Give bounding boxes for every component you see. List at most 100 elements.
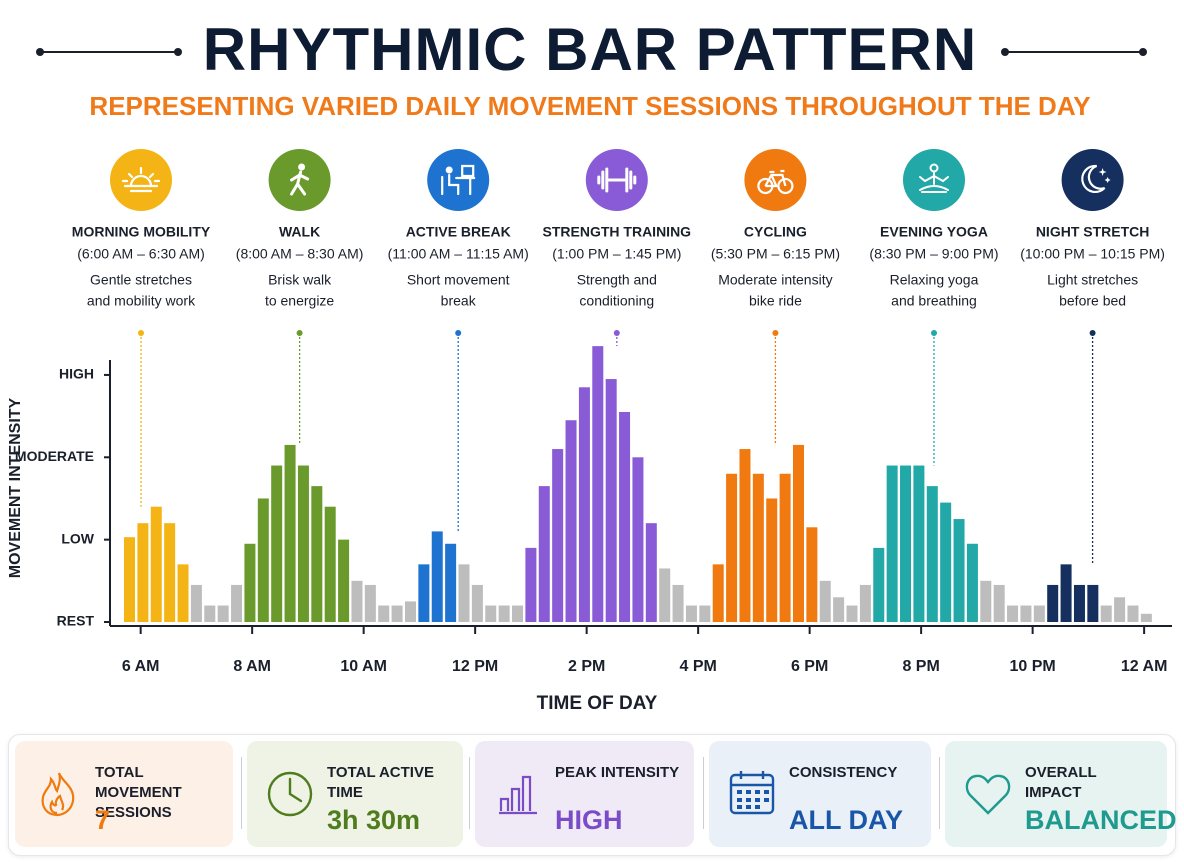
stat-icon: [41, 772, 75, 817]
stat-value: 3h 30m: [327, 805, 421, 835]
bar: [137, 523, 149, 622]
y-tick-label: REST: [57, 613, 95, 629]
session-name: WALK: [279, 224, 320, 240]
x-tick-label: 8 AM: [233, 658, 271, 675]
bar: [632, 457, 644, 622]
session-marker-dot: [1089, 330, 1096, 336]
session-description: and breathing: [891, 293, 977, 309]
session-time: (5:30 PM – 6:15 PM): [711, 246, 840, 262]
stat-label: CONSISTENCY: [789, 764, 898, 781]
session-description: to energize: [265, 293, 334, 309]
bar: [833, 597, 845, 622]
bar: [190, 584, 202, 622]
bar: [244, 543, 256, 622]
chart: RHYTHMIC BAR PATTERN REPRESENTING VARIED…: [7, 16, 1172, 714]
bar: [338, 539, 350, 622]
stat-label: PEAK INTENSITY: [555, 764, 680, 781]
session-description: and mobility work: [87, 293, 196, 309]
stat-icon: [499, 775, 537, 815]
y-tick-label: MODERATE: [15, 448, 94, 464]
bar: [1100, 605, 1112, 622]
session-marker-dot: [772, 330, 779, 336]
bar: [980, 580, 992, 622]
bar: [284, 444, 296, 622]
bar: [391, 605, 403, 622]
session-icon: [597, 167, 637, 193]
bar: [471, 584, 483, 622]
x-tick-label: 2 PM: [568, 658, 605, 675]
bar: [445, 543, 457, 622]
bar: [712, 564, 724, 622]
bar: [846, 605, 858, 622]
bar: [324, 506, 336, 622]
session-icon: [290, 163, 310, 196]
session-time: (6:00 AM – 6:30 AM): [77, 246, 205, 262]
bar: [525, 547, 537, 622]
bar: [592, 346, 604, 622]
bar: [217, 605, 229, 622]
session-description: Gentle stretches: [90, 272, 192, 288]
x-axis-label: TIME OF DAY: [537, 693, 658, 714]
session-time: (10:00 PM – 10:15 PM): [1020, 246, 1165, 262]
bar: [993, 584, 1005, 622]
session-icon: [919, 163, 949, 193]
session-name: MORNING MOBILITY: [72, 224, 211, 240]
bar: [164, 523, 176, 622]
bar: [538, 486, 550, 622]
y-tick-label: LOW: [61, 530, 94, 546]
stat-icon: [267, 771, 313, 817]
x-tick-label: 6 PM: [791, 658, 828, 675]
card-separator: [469, 757, 470, 829]
bar: [498, 605, 510, 622]
stat-value: ALL DAY: [789, 805, 904, 835]
stat-icon: [965, 774, 1011, 815]
bar: [1033, 605, 1045, 622]
session-description: Moderate intensity: [718, 272, 832, 288]
stat-value: BALANCED: [1025, 805, 1177, 835]
session-icon-bg: [1061, 149, 1124, 211]
bar: [672, 584, 684, 622]
bar: [859, 584, 871, 622]
session-description: Brisk walk: [268, 272, 332, 288]
bar: [1114, 597, 1126, 622]
bar: [752, 473, 764, 622]
session-icon-bg: [744, 149, 807, 211]
bar: [378, 605, 390, 622]
stat-label: TOTAL ACTIVE TIME: [327, 764, 434, 801]
chart-subtitle: REPRESENTING VARIED DAILY MOVEMENT SESSI…: [89, 91, 1090, 121]
bar: [271, 465, 283, 622]
stat-value: HIGH: [555, 805, 623, 835]
bar: [485, 605, 497, 622]
session-description: Strength and: [577, 272, 657, 288]
stat-label: OVERALL IMPACT: [1025, 764, 1097, 801]
stat-label: TOTAL MOVEMENT SESSIONS: [95, 764, 182, 821]
bar: [1007, 605, 1019, 622]
session-description: break: [441, 293, 477, 309]
stats-panel: TOTAL MOVEMENT SESSIONS 7 TOTAL ACTIVE TIM…: [8, 734, 1177, 856]
stat-card: TOTAL MOVEMENT SESSIONS 7: [15, 741, 233, 847]
bar: [926, 486, 938, 622]
session-icon: [1081, 164, 1111, 193]
bar: [806, 527, 818, 622]
bar: [953, 519, 965, 622]
title-dot: [36, 48, 44, 56]
bar: [1127, 605, 1139, 622]
bar: [873, 547, 885, 622]
stat-value: 7: [95, 805, 111, 835]
bar: [940, 502, 952, 622]
bar: [1140, 613, 1152, 622]
bar: [699, 605, 711, 622]
x-tick-label: 4 PM: [679, 658, 716, 675]
bar: [659, 568, 671, 622]
stat-card: PEAK INTENSITY HIGH: [475, 741, 694, 847]
bar: [1020, 605, 1032, 622]
bar: [458, 564, 470, 622]
session-name: STRENGTH TRAINING: [543, 224, 692, 240]
bar: [726, 473, 738, 622]
stat-card: OVERALL IMPACT BALANCED: [945, 741, 1177, 847]
bar: [1060, 564, 1072, 622]
x-tick-label: 12 AM: [1121, 658, 1168, 675]
x-tick-label: 10 AM: [340, 658, 387, 675]
bar: [605, 379, 617, 622]
